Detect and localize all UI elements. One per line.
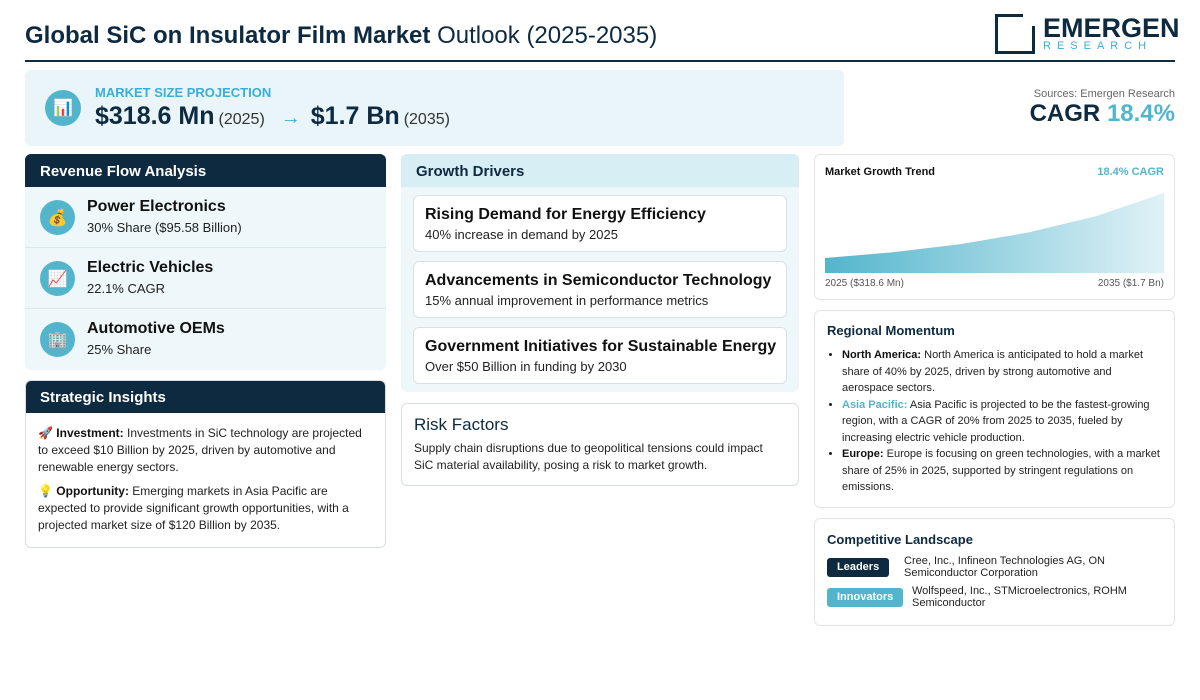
leaders-badge: Leaders [827, 558, 890, 577]
driver-desc: 40% increase in demand by 2025 [425, 227, 618, 242]
revenue-item-name: Electric Vehicles [87, 259, 214, 276]
start-year: (2025) [218, 111, 265, 128]
leaders-text: Cree, Inc., Infineon Technologies AG, ON… [904, 555, 1105, 579]
bar-chart-icon: 📊 [45, 90, 81, 126]
driver-title: Government Initiatives for Sustainable E… [425, 338, 777, 355]
opportunity-insight: 💡 Opportunity: Emerging markets in Asia … [38, 483, 373, 534]
revenue-item-desc: 25% Share [87, 342, 152, 357]
cagr-value: 18.4% [1106, 100, 1175, 127]
cagr-display: CAGR 18.4% [1030, 100, 1175, 128]
innovators-text: Wolfspeed, Inc., STMicroelectronics, ROH… [912, 585, 1127, 609]
trend-start-label: 2025 ($318.6 Mn) [825, 278, 904, 289]
driver-item: Advancements in Semiconductor Technology… [413, 261, 787, 318]
regional-list: North America: North America is anticipa… [842, 347, 1162, 496]
region-text: North America is anticipated to hold a m… [842, 349, 1144, 394]
end-value: $1.7 Bn [310, 102, 400, 130]
investment-insight: 🚀 Investment: Investments in SiC technol… [38, 425, 373, 476]
region-name: Europe: [842, 448, 884, 460]
trend-title: Market Growth Trend [825, 166, 936, 178]
revenue-item-desc: 30% Share ($95.58 Billion) [87, 220, 242, 235]
risk-factors-card: Risk Factors Supply chain disruptions du… [401, 403, 799, 486]
investment-text: Investments in SiC technology are projec… [38, 426, 362, 474]
logo-mark-icon [995, 14, 1035, 54]
logo-main-text: EMERGEN [1043, 13, 1180, 43]
growth-drivers-card: Growth Drivers Rising Demand for Energy … [401, 154, 799, 392]
page-title: Global SiC on Insulator Film Market Outl… [25, 22, 657, 50]
region-name: North America: [842, 349, 922, 361]
projection-label: MARKET SIZE PROJECTION [95, 85, 272, 100]
opportunity-text: Emerging markets in Asia Pacific are exp… [38, 484, 349, 532]
innovators-badge: Innovators [827, 588, 904, 607]
money-bag-icon: 💰 [40, 200, 75, 235]
region-item-europe: Europe: Europe is focusing on green tech… [842, 446, 1162, 496]
projection-values: $318.6 Mn (2025) → $1.7 Bn (2035) [95, 102, 456, 131]
competitive-landscape-title: Competitive Landscape [827, 532, 973, 547]
regional-momentum-title: Regional Momentum [827, 323, 955, 338]
revenue-item-name: Automotive OEMs [87, 320, 225, 337]
driver-desc: 15% annual improvement in performance me… [425, 293, 709, 308]
revenue-item-power-electronics: 💰 Power Electronics 30% Share ($95.58 Bi… [25, 187, 386, 248]
revenue-item-automotive-oems: 🏢 Automotive OEMs 25% Share [25, 309, 386, 370]
region-text: Europe is focusing on green technologies… [842, 448, 1160, 493]
market-size-projection: 📊 MARKET SIZE PROJECTION $318.6 Mn (2025)… [25, 70, 844, 146]
growth-drivers-title: Growth Drivers [401, 154, 799, 187]
opportunity-label: Opportunity: [56, 484, 129, 498]
start-value: $318.6 Mn [95, 102, 215, 130]
end-year: (2035) [403, 111, 450, 128]
region-item-asia-pacific: Asia Pacific: Asia Pacific is projected … [842, 397, 1162, 447]
driver-desc: Over $50 Billion in funding by 2030 [425, 359, 627, 374]
revenue-item-name: Power Electronics [87, 198, 226, 215]
building-icon: 🏢 [40, 322, 75, 357]
driver-title: Rising Demand for Energy Efficiency [425, 206, 706, 223]
strategic-insights-title: Strategic Insights [26, 381, 385, 413]
rocket-icon: 🚀 [38, 426, 53, 440]
revenue-flow-title: Revenue Flow Analysis [25, 154, 386, 187]
emergen-logo[interactable]: EMERGEN RESEARCH [995, 14, 1180, 56]
investment-label: Investment: [56, 426, 124, 440]
title-light: Outlook (2025-2035) [437, 22, 658, 49]
revenue-item-desc: 22.1% CAGR [87, 281, 166, 296]
region-item-north-america: North America: North America is anticipa… [842, 347, 1162, 397]
sources-text: Sources: Emergen Research [1033, 88, 1175, 100]
trend-end-label: 2035 ($1.7 Bn) [1097, 278, 1164, 289]
arrow-right-icon: → [280, 107, 301, 129]
region-name: Asia Pacific: [842, 398, 908, 411]
lightbulb-icon: 💡 [38, 484, 53, 498]
regional-momentum-card: Regional Momentum North America: North A… [814, 310, 1175, 508]
region-text: Asia Pacific is projected to be the fast… [842, 398, 1150, 444]
cagr-label: CAGR [1029, 100, 1101, 127]
title-bold: Global SiC on Insulator Film Market [25, 22, 431, 49]
trend-up-icon: 📈 [40, 261, 75, 296]
growth-area-chart [825, 193, 1164, 273]
header: Global SiC on Insulator Film Market Outl… [25, 14, 1180, 62]
strategic-insights-card: Strategic Insights 🚀 Investment: Investm… [25, 380, 386, 548]
revenue-item-electric-vehicles: 📈 Electric Vehicles 22.1% CAGR [25, 248, 386, 309]
revenue-flow-card: Revenue Flow Analysis 💰 Power Electronic… [25, 154, 386, 370]
market-growth-trend-card: Market Growth Trend 18.4% CAGR 2025 ($31… [814, 154, 1175, 300]
driver-title: Advancements in Semiconductor Technology [425, 272, 772, 289]
strategic-insights-body: 🚀 Investment: Investments in SiC technol… [26, 413, 385, 534]
driver-item: Rising Demand for Energy Efficiency 40% … [413, 195, 787, 252]
trend-cagr: 18.4% CAGR [1097, 166, 1164, 178]
logo-sub-text: RESEARCH [1043, 40, 1153, 52]
driver-item: Government Initiatives for Sustainable E… [413, 327, 787, 384]
risk-factors-title: Risk Factors [414, 415, 509, 434]
competitive-landscape-card: Competitive Landscape Leaders Cree, Inc.… [814, 518, 1175, 626]
risk-factors-desc: Supply chain disruptions due to geopolit… [414, 441, 763, 472]
trend-area [825, 193, 1164, 273]
